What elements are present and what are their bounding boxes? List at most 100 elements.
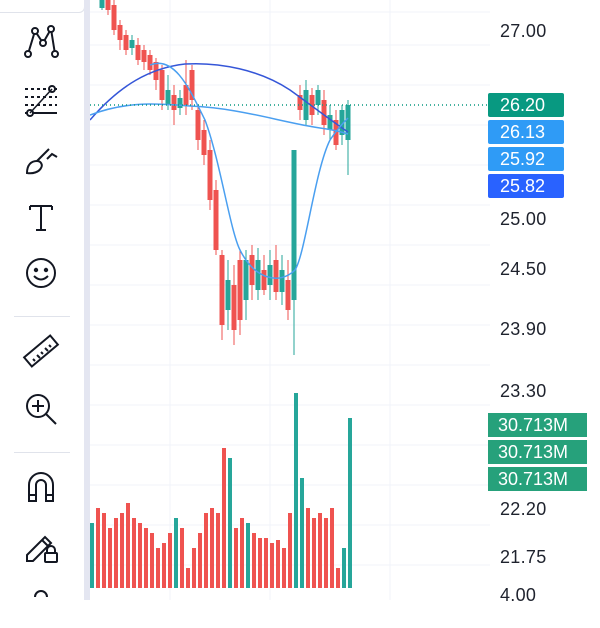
toolbar-corner [0,0,85,13]
volume-bar [96,508,100,588]
candle-body [141,50,147,62]
volume-bar [228,458,232,588]
pattern-tool-button[interactable] [18,20,64,66]
volume-bar [300,478,304,588]
candle-body [321,100,327,125]
candle-body [315,90,321,105]
zoom-tool-button[interactable] [18,388,64,434]
ma-mid-price-tag: 25.92 [488,147,564,171]
candle-body [237,260,243,320]
candle-body [249,255,255,285]
magnet-tool-button[interactable] [18,466,64,512]
volume-bar [156,548,160,588]
ma-slow-line [90,62,349,133]
volume-bar [144,528,148,588]
fib-tool-button[interactable] [18,80,64,126]
zoom-in-icon [21,389,61,434]
candle-body [105,0,111,10]
candle-body [195,110,201,140]
volume-bar [318,513,322,588]
more-tool-button[interactable] [18,582,64,628]
candle-body [165,90,171,105]
candle-body [201,130,207,155]
volume-bar [210,508,214,588]
ruler-tool-button[interactable] [18,330,64,376]
volume-bar [264,538,268,588]
volume-bar [336,568,340,588]
candle-body [129,40,135,48]
pattern-icon [21,21,61,66]
volume-bar [270,543,274,588]
volume-tag: 30.713M [488,413,587,437]
volume-bar [234,528,238,588]
candle-body [345,105,351,140]
volume-bar [294,393,298,588]
link-icon [21,583,61,628]
drawing-toolbar [0,0,85,600]
chart-pane[interactable] [90,0,600,600]
toolbar-border [84,0,90,600]
price-axis-label: 21.75 [500,547,547,567]
candle-body [273,260,279,292]
candle-body [135,45,141,60]
volume-bar [108,528,112,588]
volume-bar [192,548,196,588]
candle-body [255,260,261,290]
smiley-icon [21,253,61,298]
ruler-icon [21,331,61,376]
candle-body [309,95,315,115]
volume-bar [288,513,292,588]
price-axis-label: 25.00 [500,209,547,229]
lock-draw-tool-button[interactable] [18,524,64,570]
volume-bar [240,518,244,588]
ma-mid-line [90,103,349,135]
volume-bar [342,548,346,588]
fib-retracement-icon [21,81,61,126]
candle-body [297,95,303,110]
magnet-icon [21,467,61,512]
emoji-tool-button[interactable] [18,252,64,298]
volume-bar [198,533,202,588]
candle-body [159,70,165,100]
volume-bar [312,518,316,588]
candle-body [111,5,117,30]
volume-bar [102,513,106,588]
candle-body [189,70,195,100]
candle-body [177,98,183,108]
volume-bar [168,533,172,588]
text-tool-button[interactable] [18,196,64,242]
price-axis-label: 4.00 [500,585,537,605]
candle-body [171,95,177,110]
candle-body [225,280,231,310]
price-axis-label: 27.00 [500,21,547,41]
volume-bar [216,513,220,588]
volume-bar [348,418,352,588]
volume-bar [174,518,178,588]
candle-body [291,150,297,300]
volume-bar [282,548,286,588]
candle-body [267,265,273,285]
ma-fast-line [149,62,349,279]
text-icon [21,197,61,242]
toolbar-divider [14,452,70,453]
candle-body [207,150,213,200]
candle-body [183,85,189,105]
volume-bar [306,508,310,588]
ma-fast-price-tag: 26.13 [488,120,564,144]
volume-bar [258,538,262,588]
volume-bar [120,513,124,588]
volume-bar [186,568,190,588]
volume-tag: 30.713M [488,440,587,464]
volume-bar [330,508,334,588]
ma-slow-price-tag: 25.82 [488,174,564,198]
candle-body [279,270,285,292]
volume-bar [150,533,154,588]
candle-body [285,280,291,310]
candle-body [213,190,219,250]
volume-bar [114,518,118,588]
price-axis-label: 23.90 [500,319,547,339]
candle-body [99,0,105,8]
candlestick-chart[interactable] [90,0,600,600]
volume-tag: 30.713M [488,467,587,491]
brush-tool-button[interactable] [18,138,64,184]
